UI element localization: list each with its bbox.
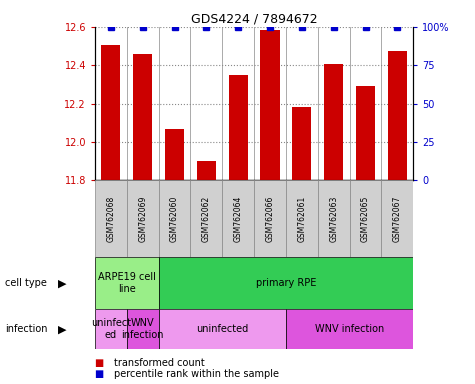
Bar	[127, 309, 159, 349]
Bar	[381, 180, 413, 257]
Title: GDS4224 / 7894672: GDS4224 / 7894672	[191, 13, 317, 26]
Bar	[127, 180, 159, 257]
Bar	[222, 180, 254, 257]
Bar	[286, 309, 413, 349]
Bar	[95, 309, 127, 349]
Bar	[260, 30, 280, 180]
Bar	[95, 257, 159, 309]
Bar	[318, 180, 350, 257]
Text: percentile rank within the sample: percentile rank within the sample	[114, 369, 279, 379]
Bar	[165, 129, 184, 180]
Bar	[159, 257, 413, 309]
Bar	[95, 180, 127, 257]
Text: infection: infection	[5, 324, 47, 334]
Bar	[197, 161, 216, 180]
Bar	[133, 54, 152, 180]
Text: GSM762067: GSM762067	[393, 196, 402, 242]
Bar	[190, 180, 222, 257]
Text: ARPE19 cell
line: ARPE19 cell line	[98, 272, 156, 294]
Text: WNV
infection: WNV infection	[122, 318, 164, 340]
Bar	[254, 180, 286, 257]
Bar	[228, 75, 248, 180]
Text: ■: ■	[95, 358, 107, 368]
Text: GSM762069: GSM762069	[138, 196, 147, 242]
Text: transformed count: transformed count	[114, 358, 205, 368]
Bar	[159, 180, 190, 257]
Text: ■: ■	[95, 369, 107, 379]
Text: primary RPE: primary RPE	[256, 278, 316, 288]
Bar	[286, 180, 318, 257]
Text: GSM762065: GSM762065	[361, 196, 370, 242]
Bar	[350, 180, 381, 257]
Text: GSM762060: GSM762060	[170, 196, 179, 242]
Bar	[356, 86, 375, 180]
Text: GSM762068: GSM762068	[106, 196, 115, 242]
Text: GSM762064: GSM762064	[234, 196, 243, 242]
Bar	[101, 45, 121, 180]
Bar	[388, 51, 407, 180]
Text: GSM762062: GSM762062	[202, 196, 211, 242]
Bar	[159, 309, 286, 349]
Text: uninfect
ed: uninfect ed	[91, 318, 131, 340]
Text: GSM762061: GSM762061	[297, 196, 306, 242]
Bar	[292, 106, 312, 180]
Text: GSM762066: GSM762066	[266, 196, 275, 242]
Text: ▶: ▶	[57, 324, 66, 334]
Text: WNV infection: WNV infection	[315, 324, 384, 334]
Bar	[324, 65, 343, 180]
Text: cell type: cell type	[5, 278, 47, 288]
Text: ▶: ▶	[57, 278, 66, 288]
Text: uninfected: uninfected	[196, 324, 248, 334]
Text: GSM762063: GSM762063	[329, 196, 338, 242]
